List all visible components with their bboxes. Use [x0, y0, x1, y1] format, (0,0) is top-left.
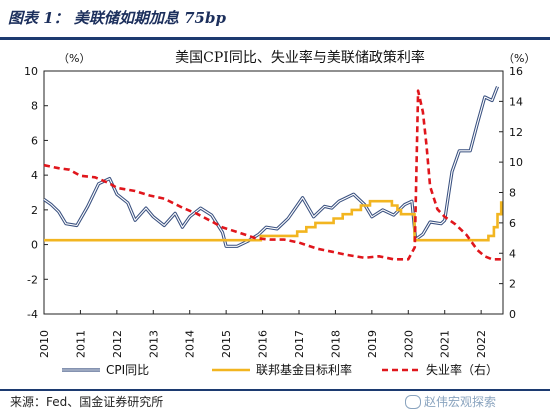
right-tick-label: 12: [509, 126, 523, 139]
wechat-icon: [405, 394, 421, 409]
right-tick-label: 16: [509, 65, 523, 78]
legend-label: 联邦基金目标利率: [256, 362, 352, 377]
source-note: 来源：Fed、国金证券研究所: [10, 395, 164, 409]
left-tick-label: -2: [27, 273, 38, 286]
x-tick-label: 2017: [293, 330, 306, 358]
x-tick-label: 2012: [111, 330, 124, 358]
plot-frame: [43, 70, 504, 315]
left-tick-label: 4: [31, 169, 38, 182]
left-tick-label: 10: [24, 65, 38, 78]
right-tick-label: 4: [509, 247, 516, 260]
x-tick-label: 2021: [439, 330, 452, 358]
x-tick-label: 2020: [402, 330, 415, 358]
right-tick-label: 2: [509, 278, 516, 291]
x-tick-label: 2015: [220, 330, 233, 358]
right-axis-unit: （%）: [503, 52, 535, 65]
x-tick-label: 2022: [475, 330, 488, 358]
title-rule: [0, 37, 550, 40]
series-layer: [43, 86, 503, 261]
x-tick-label: 2019: [366, 330, 379, 358]
left-axis-unit: （%）: [58, 52, 90, 65]
right-tick-label: 0: [509, 308, 516, 321]
x-tick-label: 2011: [74, 330, 87, 358]
left-tick-label: -4: [27, 308, 38, 321]
right-tick-label: 14: [509, 95, 523, 108]
chart-title: 美国CPI同比、失业率与美联储政策利率: [175, 49, 425, 66]
legend: CPI同比 联邦基金目标利率 失业率（右）: [62, 362, 498, 377]
fed-rate-series-line: [44, 199, 503, 242]
left-tick-label: 6: [31, 134, 38, 147]
right-tick-label: 10: [509, 156, 523, 169]
left-tick-label: 2: [31, 204, 38, 217]
x-tick-label: 2014: [184, 330, 197, 358]
unemployment-series-line: [43, 89, 502, 261]
right-tick-label: 8: [509, 187, 516, 200]
x-tick-label: 2010: [38, 330, 51, 358]
watermark: 赵伟宏观探索: [405, 393, 496, 410]
right-tick-label: 6: [509, 217, 516, 230]
x-tick-label: 2018: [329, 330, 342, 358]
x-tick-label: 2013: [147, 330, 160, 358]
cpi-series-line-inner: [43, 86, 499, 247]
legend-label: CPI同比: [106, 363, 149, 377]
chart: 美国CPI同比、失业率与美联储政策利率 （%） （%） -4 -2 0 2 4 6 8 10 0…: [24, 49, 535, 377]
figure-title: 图表 1： 美联储如期加息 75bp: [8, 9, 226, 27]
x-tick-label: 2016: [257, 330, 270, 358]
left-tick-label: 8: [31, 100, 38, 113]
left-tick-label: 0: [31, 239, 38, 252]
legend-label: 失业率（右）: [426, 362, 498, 377]
watermark-text: 赵伟宏观探索: [424, 395, 497, 409]
axes: -4 -2 0 2 4 6 8 10 0 2 4 6 8 10 12 14 16 2010 2011 2012 2013…: [24, 65, 523, 358]
bottom-rule: [0, 389, 550, 391]
